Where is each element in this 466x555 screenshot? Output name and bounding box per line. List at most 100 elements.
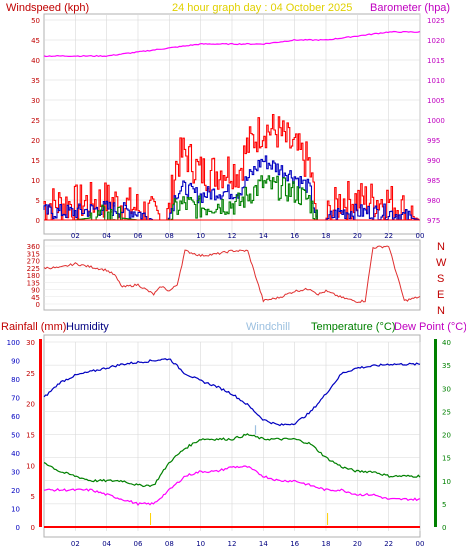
dewpoint-label: Dew Point (°C) <box>394 321 466 333</box>
barometer-y-tick: 1025 <box>427 17 445 25</box>
temp-y-tick: 20 <box>442 432 451 440</box>
humidity-series <box>43 358 421 427</box>
wind-x-tick: 14 <box>259 232 268 240</box>
humidity-y-tick: 60 <box>11 413 20 421</box>
humidity-y-tick: 70 <box>11 395 20 403</box>
temp-x-tick: 00 <box>416 540 425 548</box>
dir-label-n-bottom: N <box>437 305 445 317</box>
temp-y-tick: 10 <box>442 478 451 486</box>
direction-y-tick: 0 <box>36 301 40 309</box>
temp-x-tick: 18 <box>322 540 331 548</box>
wind-x-tick: 04 <box>102 232 111 240</box>
wind-y-tick: 0 <box>36 217 40 225</box>
temperature-axis-bar <box>434 339 437 527</box>
temp-y-tick: 40 <box>442 339 451 347</box>
direction-y-tick: 315 <box>27 250 40 258</box>
humidity-y-tick: 20 <box>11 487 20 495</box>
humidity-y-tick: 40 <box>11 450 20 458</box>
direction-y-tick: 135 <box>27 279 40 287</box>
direction-y-tick: 225 <box>27 265 40 273</box>
direction-y-tick: 90 <box>31 287 40 295</box>
humidity-y-tick: 100 <box>7 339 20 347</box>
rain-y-tick: 25 <box>26 370 35 378</box>
temperature-label: Temperature (°C) <box>311 321 395 333</box>
tick-labels: 0510152025303540455097598098599099510001… <box>7 17 451 548</box>
humidity-y-tick: 80 <box>11 376 20 384</box>
temp-y-tick: 5 <box>442 501 446 509</box>
rain-y-tick: 30 <box>26 339 35 347</box>
wind-x-tick: 12 <box>228 232 237 240</box>
wind-x-tick: 10 <box>196 232 205 240</box>
humidity-y-tick: 90 <box>11 358 20 366</box>
wind-y-tick: 5 <box>36 197 40 205</box>
humidity-y-tick: 0 <box>16 524 20 532</box>
wind-x-tick: 16 <box>290 232 299 240</box>
temp-y-tick: 15 <box>442 455 451 463</box>
rain-y-tick: 15 <box>26 432 35 440</box>
wind-x-tick: 20 <box>353 232 362 240</box>
humidity-label: Humidity <box>66 321 109 333</box>
windspeed-label: Windspeed (kph) <box>6 2 89 14</box>
rain-y-tick: 0 <box>31 524 35 532</box>
barometer-y-tick: 1000 <box>427 117 445 125</box>
temp-y-tick: 0 <box>442 524 446 532</box>
temp-x-tick: 16 <box>290 540 299 548</box>
wind-y-tick: 10 <box>31 177 40 185</box>
barometer-y-tick: 995 <box>427 137 440 145</box>
barometer-label: Barometer (hpa) <box>370 2 450 14</box>
barometer-series <box>43 30 421 58</box>
wind-direction-series <box>43 245 421 304</box>
barometer-y-tick: 990 <box>427 157 440 165</box>
wind-y-tick: 50 <box>31 17 40 25</box>
dir-label-e: E <box>437 289 444 301</box>
windchill-label: Windchill <box>246 321 290 333</box>
data-series <box>43 30 421 528</box>
temp-x-tick: 12 <box>228 540 237 548</box>
temp-x-tick: 14 <box>259 540 268 548</box>
temp-x-tick: 10 <box>196 540 205 548</box>
wind-x-tick: 06 <box>134 232 143 240</box>
temp-x-tick: 02 <box>71 540 80 548</box>
rainfall-axis-bar <box>39 339 42 527</box>
dir-label-s: S <box>437 273 444 285</box>
wind-y-tick: 40 <box>31 57 40 65</box>
direction-y-tick: 270 <box>27 258 40 266</box>
humidity-y-tick: 10 <box>11 506 20 514</box>
barometer-y-tick: 985 <box>427 177 440 185</box>
temp-y-tick: 30 <box>442 385 451 393</box>
wind-y-tick: 45 <box>31 37 40 45</box>
temp-y-tick: 25 <box>442 408 451 416</box>
dir-label-n-top: N <box>437 241 445 253</box>
wind-x-tick: 22 <box>384 232 393 240</box>
direction-y-tick: 45 <box>31 294 40 302</box>
wind-y-tick: 25 <box>31 117 40 125</box>
wind-y-tick: 35 <box>31 77 40 85</box>
direction-y-tick: 360 <box>27 243 40 251</box>
humidity-y-tick: 50 <box>11 432 20 440</box>
wind-y-tick: 15 <box>31 157 40 165</box>
rain-y-tick: 10 <box>26 462 35 470</box>
wind-x-tick: 08 <box>165 232 174 240</box>
dew-point-series <box>43 465 421 507</box>
temp-x-tick: 20 <box>353 540 362 548</box>
barometer-y-tick: 1020 <box>427 37 445 45</box>
temp-x-tick: 04 <box>102 540 111 548</box>
wind-gust-series <box>43 113 420 221</box>
rain-y-tick: 20 <box>26 401 35 409</box>
temp-y-tick: 35 <box>442 362 451 370</box>
humidity-y-tick: 30 <box>11 469 20 477</box>
barometer-y-tick: 1015 <box>427 57 445 65</box>
barometer-y-tick: 1010 <box>427 77 445 85</box>
temp-x-tick: 22 <box>384 540 393 548</box>
temp-x-tick: 08 <box>165 540 174 548</box>
wind-y-tick: 20 <box>31 137 40 145</box>
barometer-y-tick: 1005 <box>427 97 445 105</box>
wind-average-series <box>43 155 420 221</box>
rainfall-label: Rainfall (mm) <box>1 321 66 333</box>
wind-x-tick: 00 <box>416 232 425 240</box>
wind-y-tick: 30 <box>31 97 40 105</box>
graph-title: 24 hour graph day : 04 October 2025 <box>172 2 352 14</box>
barometer-y-tick: 975 <box>427 217 440 225</box>
